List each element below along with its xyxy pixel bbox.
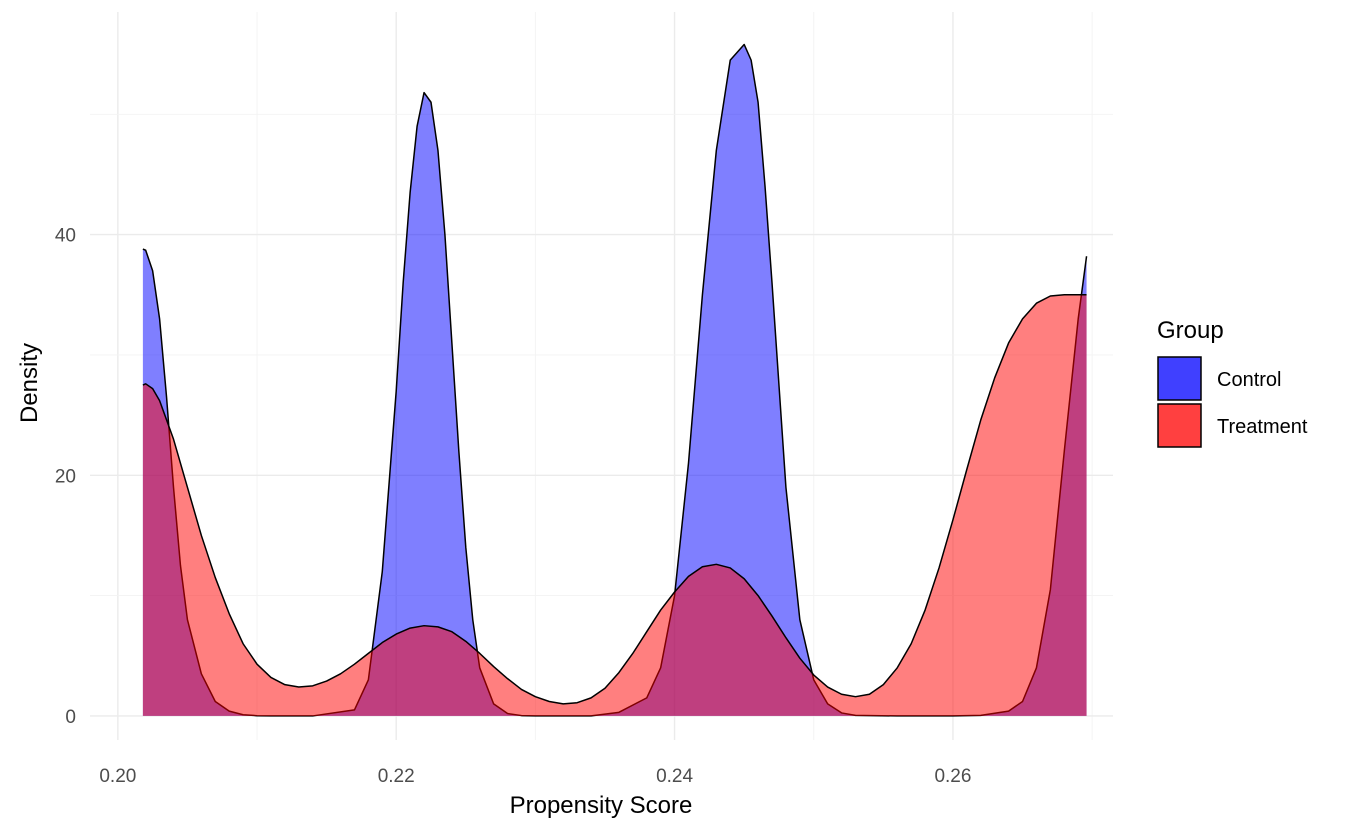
x-tick-label: 0.26 [934, 766, 971, 787]
legend-label-treatment: Treatment [1217, 416, 1308, 438]
legend-title: Group [1157, 317, 1224, 344]
x-tick-label: 0.24 [656, 766, 693, 787]
y-tick-label: 0 [65, 707, 76, 728]
y-axis-ticks: 0 20 40 [55, 226, 76, 728]
x-axis-ticks: 0.20 0.22 0.24 0.26 [99, 766, 971, 787]
density-area-treatment [142, 294, 1087, 716]
legend: Group Control Treatment [1157, 317, 1308, 448]
x-tick-label: 0.22 [378, 766, 415, 787]
y-tick-label: 20 [55, 466, 76, 487]
y-axis-title: Density [16, 343, 43, 423]
x-tick-label: 0.20 [99, 766, 136, 787]
y-tick-label: 40 [55, 226, 76, 247]
density-areas [142, 43, 1088, 717]
x-axis-title: Propensity Score [510, 792, 693, 819]
legend-label-control: Control [1217, 369, 1281, 391]
density-outline-treatment [142, 294, 1087, 705]
legend-key-treatment [1157, 403, 1202, 448]
legend-key-control [1157, 356, 1202, 401]
